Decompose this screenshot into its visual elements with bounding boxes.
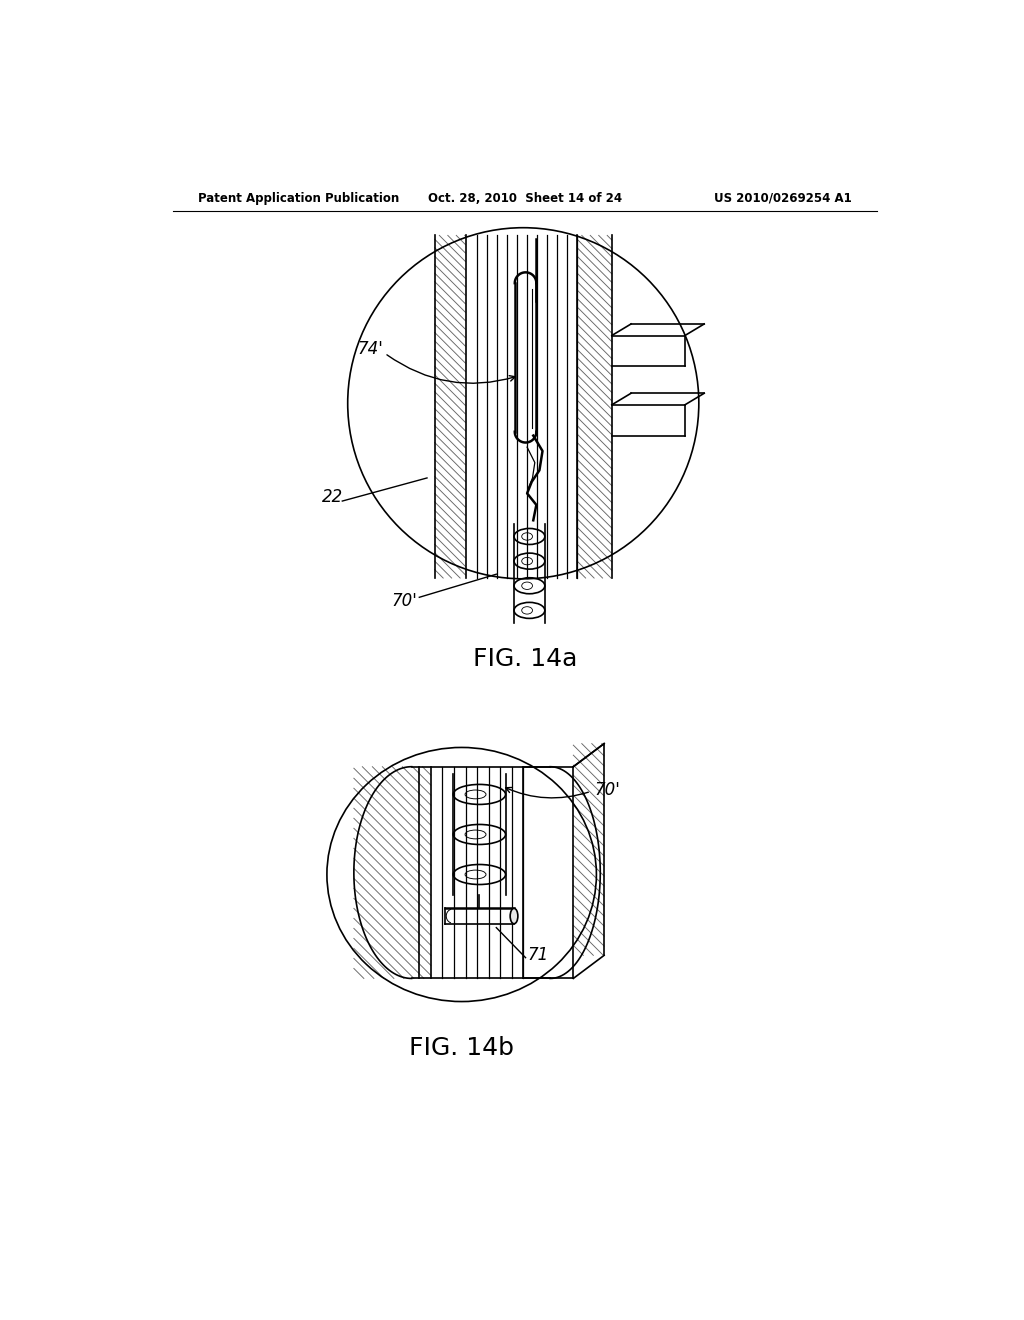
Text: Oct. 28, 2010  Sheet 14 of 24: Oct. 28, 2010 Sheet 14 of 24: [428, 191, 622, 205]
Text: 70': 70': [391, 593, 417, 610]
Text: 74': 74': [357, 341, 384, 358]
Text: US 2010/0269254 A1: US 2010/0269254 A1: [714, 191, 851, 205]
Ellipse shape: [510, 908, 518, 924]
Text: 22: 22: [322, 488, 343, 506]
Text: 71: 71: [527, 946, 549, 965]
Text: FIG. 14a: FIG. 14a: [473, 647, 577, 671]
Text: 70': 70': [594, 781, 620, 799]
Text: Patent Application Publication: Patent Application Publication: [199, 191, 399, 205]
Text: FIG. 14b: FIG. 14b: [410, 1036, 514, 1060]
